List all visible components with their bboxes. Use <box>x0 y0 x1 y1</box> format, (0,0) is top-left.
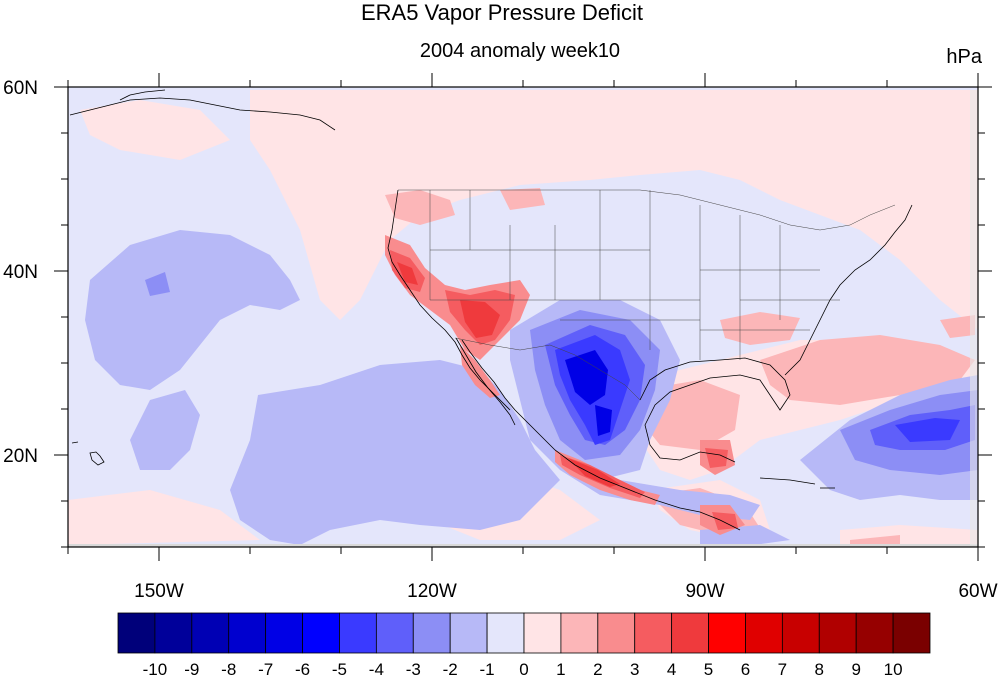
colorbar-label: 7 <box>778 660 787 679</box>
colorbar-swatch <box>486 612 525 654</box>
colorbar-label: -6 <box>295 660 310 679</box>
colorbar-label: 4 <box>667 660 676 679</box>
colorbar-swatch <box>191 612 230 654</box>
colorbar-label: 6 <box>741 660 750 679</box>
colorbar-swatch <box>708 612 746 654</box>
colorbar-swatch <box>745 612 783 654</box>
colorbar-swatch <box>154 612 193 654</box>
colorbar-swatch <box>560 612 599 654</box>
lat-label: 60N <box>3 78 38 99</box>
chart-subtitle: 2004 anomaly week10 <box>419 40 621 62</box>
anomaly-field <box>68 87 978 547</box>
colorbar-label: -2 <box>443 660 458 679</box>
axis-ticks <box>54 73 992 561</box>
colorbar-label: 8 <box>815 660 824 679</box>
colorbar-swatch <box>597 612 636 654</box>
colorbar-labels: -10 -9 -8 -7 -6 -5 -4 -3 -2 -1 0 1 2 3 4 5 6 7 8 9 10 <box>143 660 903 679</box>
colorbar-label: -8 <box>221 660 236 679</box>
colorbar-label: 10 <box>884 660 903 679</box>
lon-label: 90W <box>685 581 724 602</box>
lon-label: 60W <box>958 581 997 602</box>
colorbar-label: -3 <box>406 660 421 679</box>
colorbar-label: -9 <box>184 660 199 679</box>
colorbar-label: 2 <box>593 660 602 679</box>
colorbar-swatch <box>818 612 857 654</box>
colorbar-label: -10 <box>143 660 168 679</box>
colorbar-swatch <box>265 612 303 654</box>
colorbar-label: 9 <box>851 660 860 679</box>
lat-label: 20N <box>3 446 38 467</box>
axis-labels: 150W 120W 90W 60W 60N 40N 20N <box>3 78 997 602</box>
colorbar-label: 0 <box>519 660 528 679</box>
colorbar-label: 3 <box>630 660 639 679</box>
political-borders <box>398 189 896 401</box>
colorbar-swatch <box>117 612 156 654</box>
colorbar-swatch <box>412 612 451 654</box>
colorbar-swatch <box>855 612 894 654</box>
colorbar-label: -4 <box>369 660 384 679</box>
colorbar-label: -5 <box>332 660 347 679</box>
colorbar-swatch <box>523 612 562 654</box>
chart-title: ERA5 Vapor Pressure Deficit <box>360 0 644 25</box>
colorbar-label: -7 <box>258 660 273 679</box>
lat-label: 40N <box>3 262 38 283</box>
lon-label: 120W <box>407 581 457 602</box>
colorbar-swatch <box>781 612 820 654</box>
colorbar <box>117 612 931 654</box>
colorbar-swatch <box>634 612 673 654</box>
colorbar-label: 1 <box>556 660 565 679</box>
colorbar-label: -1 <box>480 660 495 679</box>
colorbar-label: 5 <box>704 660 713 679</box>
colorbar-swatch <box>671 612 709 654</box>
colorbar-swatch <box>449 612 488 654</box>
colorbar-swatch <box>302 612 340 654</box>
colorbar-swatch <box>339 612 377 654</box>
units-label: hPa <box>946 46 982 68</box>
coastlines <box>69 89 913 531</box>
colorbar-swatch <box>228 612 267 654</box>
lon-label: 150W <box>134 581 184 602</box>
colorbar-swatch <box>375 612 414 654</box>
colorbar-swatch <box>892 612 931 654</box>
